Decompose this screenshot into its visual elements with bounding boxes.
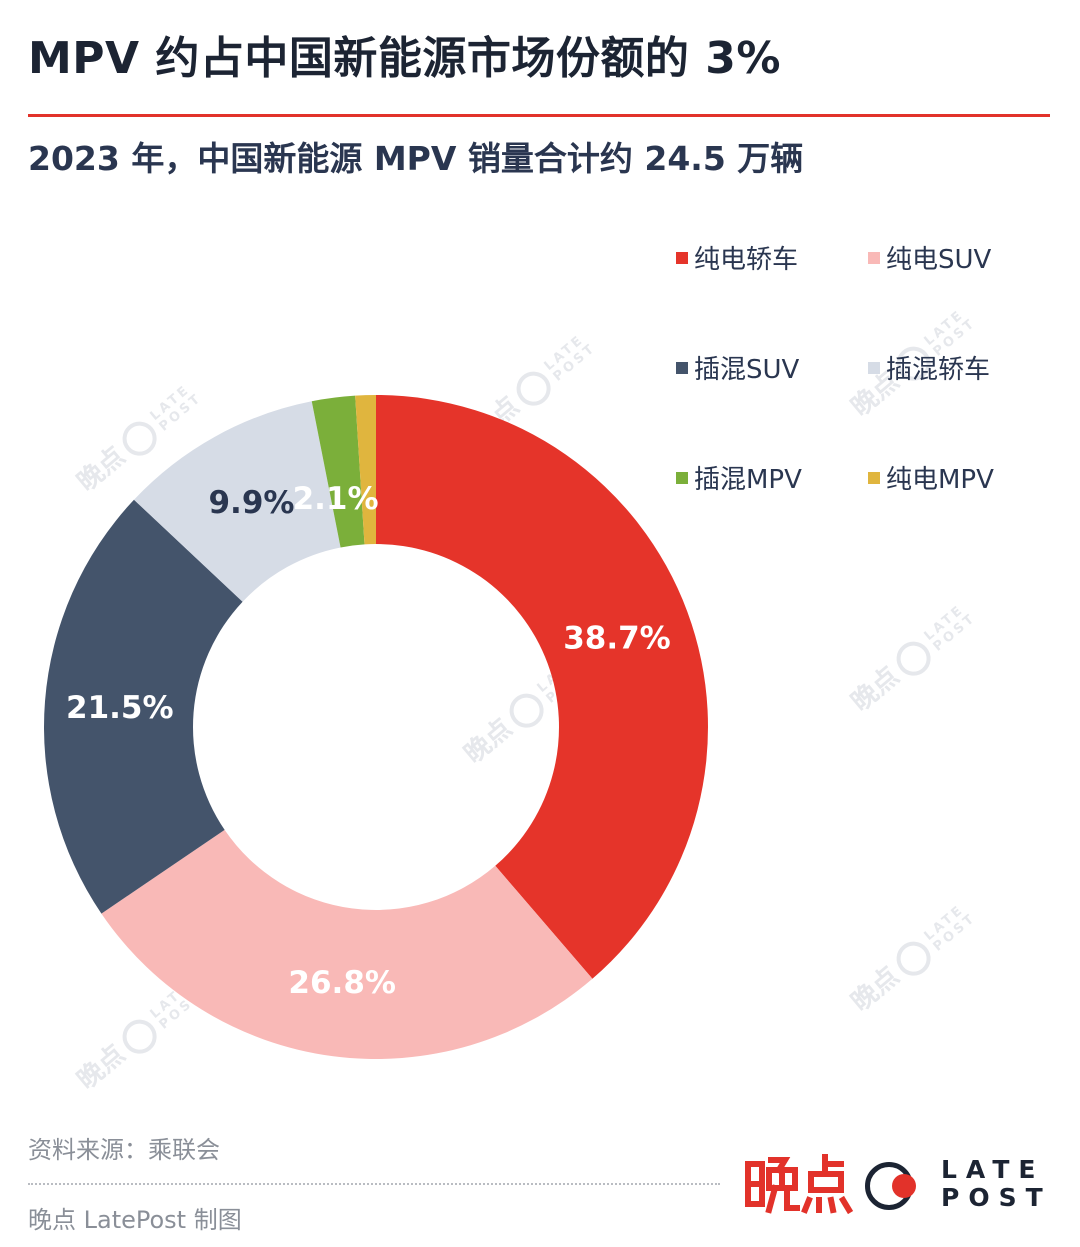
legend-label-1: 纯电轿车 [694,245,798,275]
legend-swatch-2 [868,252,880,264]
donut-slice-2 [101,829,593,1059]
donut-slice-1 [376,395,708,979]
donut-slice-5 [311,395,365,548]
logo-text: LATE POST [941,1155,1052,1212]
chart-title: MPV 约占中国新能源市场份额的 3% [28,33,781,84]
legend-swatch-1 [676,252,688,264]
value-label-6: 1.0% [310,362,396,398]
title-divider [28,114,1050,117]
brand-logo: LATE POST [745,1152,1055,1218]
footer-divider [28,1183,720,1185]
legend-swatch-6 [868,472,880,484]
data-source: 资料来源：乘联会 [28,1136,220,1164]
legend-label-3: 插混SUV [694,355,800,385]
donut-slices [44,395,708,1059]
legend-label-4: 插混轿车 [886,355,990,385]
donut-slice-6 [355,395,376,545]
legend-swatch-5 [676,472,688,484]
value-label-5: 2.1% [293,481,379,517]
chart-subtitle: 2023 年，中国新能源 MPV 销量合计约 24.5 万辆 [28,139,804,178]
value-label-1: 38.7% [563,621,671,657]
value-label-3: 21.5% [66,690,174,726]
chart-credit: 晚点 LatePost 制图 [28,1206,242,1234]
legend-swatch-4 [868,362,880,374]
legend-label-2: 纯电SUV [886,245,992,275]
legend-label-5: 插混MPV [694,465,802,495]
donut-slice-4 [133,401,341,602]
donut-value-labels: 38.7% 26.8% 21.5% 9.9%2.1% 1.0% [66,362,671,1001]
logo-cn-mark [745,1154,854,1214]
legend-swatch-3 [676,362,688,374]
value-label-4: 9.9% [208,485,294,521]
donut-slice-3 [44,499,243,914]
logo-dot-icon [892,1174,916,1198]
value-label-2: 26.8% [288,965,396,1001]
legend-label-6: 纯电MPV [886,465,994,495]
